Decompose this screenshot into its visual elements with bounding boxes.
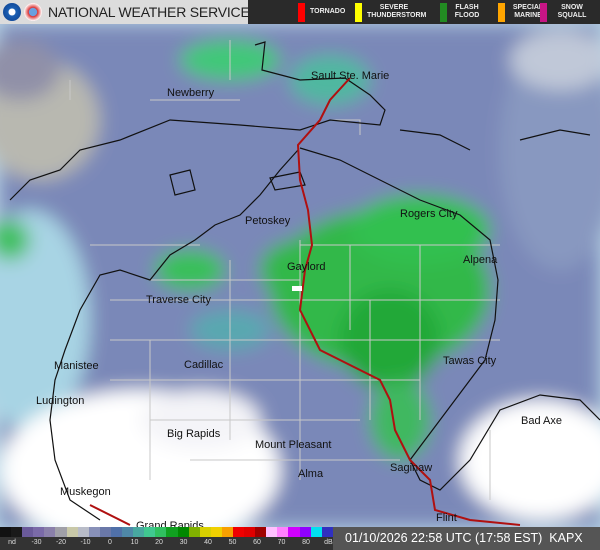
highway-lines: [89, 77, 521, 526]
city-sault-ste-marie: Sault Ste. Marie: [311, 70, 390, 82]
scale-swatch: [255, 527, 267, 537]
legend-label: SPECIAL MARINE: [512, 4, 544, 19]
scale-swatch: [244, 527, 256, 537]
city-petoskey: Petoskey: [245, 215, 291, 227]
scale-swatch: [188, 527, 200, 537]
scale-label: nd: [8, 539, 16, 546]
scale-colors: [0, 527, 333, 537]
scale-label: 80: [302, 539, 310, 546]
warning-legend: TORNADO SEVERE THUNDERSTORM FLASH FLOOD …: [248, 0, 600, 24]
scale-swatch: [133, 527, 145, 537]
scale-label: 30: [179, 539, 188, 546]
radar-site-marker: [292, 286, 302, 291]
city-rogers-city: Rogers City: [400, 208, 458, 220]
city-bad-axe: Bad Axe: [521, 415, 562, 427]
city-alpena: Alpena: [463, 254, 498, 266]
scale-swatch: [0, 527, 12, 537]
scale-label: 20: [155, 539, 163, 546]
city-mount-pleasant: Mount Pleasant: [255, 439, 332, 451]
scale-swatch: [155, 527, 167, 537]
radar-map[interactable]: Sault Ste. Marie Newberry Petoskey Roger…: [0, 24, 600, 532]
scale-swatch: [277, 527, 289, 537]
scale-label: 0: [108, 539, 112, 546]
legend-severe-thunderstorm: SEVERE THUNDERSTORM: [355, 2, 427, 22]
scale-swatch: [99, 527, 111, 537]
timestamp: 01/10/2026 22:58 UTC (17:58 EST): [345, 531, 543, 545]
dbz-color-scale: nd -30 -20 -10 0 10 20 30 40 50 60 70 80 dBZ: [0, 527, 337, 550]
radar-station: KAPX: [549, 531, 583, 545]
marine-swatch: [498, 2, 505, 22]
noaa-logo-icon: [3, 3, 21, 21]
legend-snow-squall: SNOW SQUALL: [540, 2, 592, 22]
scale-swatch: [288, 527, 300, 537]
city-big-rapids: Big Rapids: [167, 428, 221, 440]
scale-swatch: [122, 527, 134, 537]
city-saginaw: Saginaw: [390, 462, 433, 474]
legend-flash-flood: FLASH FLOOD: [440, 2, 482, 22]
tornado-swatch: [298, 2, 305, 22]
scale-swatch: [22, 527, 34, 537]
nws-logo-icon: [24, 3, 42, 21]
scale-label: 70: [277, 539, 286, 546]
legend-label: FLASH FLOOD: [454, 4, 480, 19]
county-lines: [69, 40, 500, 500]
scale-swatch: [88, 527, 100, 537]
city-flint: Flint: [436, 512, 457, 524]
scale-swatch: [77, 527, 89, 537]
legend-label: TORNADO: [310, 8, 346, 15]
site-title: NATIONAL WEATHER SERVICE: [48, 4, 250, 20]
legend-label: SEVERE THUNDERSTORM: [367, 4, 427, 19]
scale-label: dBZ: [324, 539, 337, 546]
scale-label: 10: [130, 539, 139, 546]
scale-swatch: [166, 527, 178, 537]
scale-swatch: [232, 527, 245, 537]
scale-label: 50: [228, 539, 237, 546]
scale-swatch: [177, 527, 189, 537]
scale-swatch: [44, 527, 56, 537]
timestamp-bar: 01/10/2026 22:58 UTC (17:58 EST) KAPX: [333, 527, 600, 550]
scale-labels: nd -30 -20 -10 0 10 20 30 40 50 60 70 80 dBZ: [0, 539, 337, 550]
scale-swatch: [266, 527, 278, 537]
scale-swatch: [221, 527, 233, 537]
scale-swatch: [66, 527, 78, 537]
scale-swatch: [144, 527, 156, 537]
scale-swatch: [199, 527, 211, 537]
coastlines: [9, 41, 600, 521]
scale-label: -20: [55, 539, 67, 546]
scale-swatch: [33, 527, 45, 537]
city-cadillac: Cadillac: [184, 359, 224, 371]
city-muskegon: Muskegon: [60, 486, 111, 498]
scale-swatch: [210, 527, 222, 537]
scale-label: 40: [204, 539, 212, 546]
flood-swatch: [440, 2, 447, 22]
city-manistee: Manistee: [54, 360, 99, 372]
squall-swatch: [540, 2, 547, 22]
legend-label: SNOW SQUALL: [557, 4, 587, 19]
city-alma: Alma: [298, 468, 324, 480]
radar-layer: [0, 24, 600, 527]
scale-swatch: [11, 527, 23, 537]
city-gaylord: Gaylord: [287, 261, 326, 273]
scale-swatch: [321, 527, 333, 537]
scale-swatch: [110, 527, 123, 537]
scale-label: -30: [31, 539, 42, 546]
city-tawas-city: Tawas City: [443, 355, 497, 367]
scale-swatch: [299, 527, 311, 537]
city-ludington: Ludington: [36, 395, 85, 407]
legend-special-marine: SPECIAL MARINE: [498, 2, 546, 22]
scale-swatch: [310, 527, 322, 537]
scale-swatch: [55, 527, 67, 537]
legend-tornado: TORNADO: [298, 2, 345, 22]
city-newberry: Newberry: [167, 87, 215, 99]
severe-swatch: [355, 2, 362, 22]
footer: nd -30 -20 -10 0 10 20 30 40 50 60 70 80 dBZ 01/10/20…: [0, 527, 600, 550]
scale-label: -10: [80, 539, 91, 546]
scale-label: 60: [253, 539, 261, 546]
city-traverse-city: Traverse City: [146, 294, 211, 306]
brand: NATIONAL WEATHER SERVICE: [3, 2, 250, 22]
header: NATIONAL WEATHER SERVICE TORNADO SEVERE …: [0, 0, 600, 24]
